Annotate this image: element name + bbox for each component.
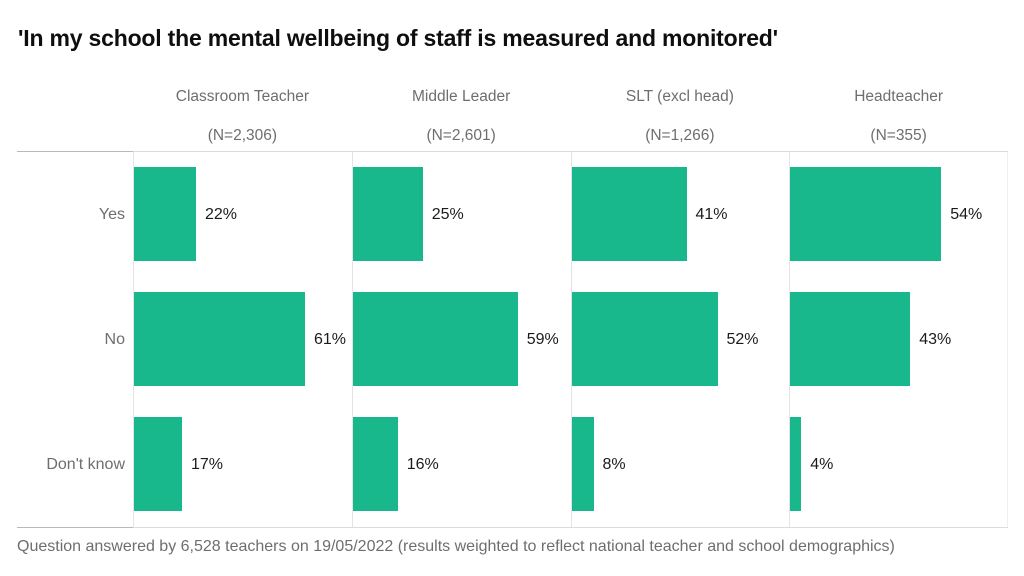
value-label: 43% <box>919 330 952 348</box>
bar <box>790 292 911 386</box>
value-label: 25% <box>431 205 464 223</box>
bar <box>134 167 196 261</box>
group-sample-size: (N=2,306) <box>207 127 278 144</box>
bar <box>352 167 423 261</box>
group-sample-size: (N=355) <box>870 127 927 144</box>
panel-cell: 61% <box>133 277 352 402</box>
panel-cell: 25% <box>351 152 571 277</box>
panel-cell: 16% <box>351 402 571 527</box>
group-headers: Classroom Teacher (N=2,306) Middle Leader (… <box>133 88 1008 145</box>
panel-cell: 52% <box>570 277 790 402</box>
group-header: Middle Leader (N=2,601) <box>352 88 571 145</box>
value-label: 54% <box>950 205 983 223</box>
bar <box>352 292 518 386</box>
value-label: 41% <box>695 205 728 223</box>
group-header: Classroom Teacher (N=2,306) <box>133 88 352 145</box>
group-header: SLT (excl head) (N=1,266) <box>571 88 790 145</box>
value-label: 59% <box>526 330 559 348</box>
chart-row: No 61% 59% 52% 43% <box>17 277 1008 402</box>
panel-cell: 54% <box>789 152 1008 277</box>
row-label: No <box>104 330 125 348</box>
group-header: Headteacher (N=355) <box>789 88 1008 145</box>
panel-cell: 59% <box>351 277 571 402</box>
value-label: 16% <box>406 455 439 473</box>
footnote: Question answered by 6,528 teachers on 1… <box>17 538 895 555</box>
bar <box>134 292 305 386</box>
bar <box>134 417 182 511</box>
bar <box>571 292 718 386</box>
plot-area: Yes 22% 25% 41% 54% No 61% 59% 52% 43% Don't know 1… <box>17 151 1008 528</box>
group-sample-size: (N=2,601) <box>426 127 496 144</box>
bar <box>571 417 594 511</box>
panel-cell: 41% <box>570 152 790 277</box>
chart-title: 'In my school the mental wellbeing of st… <box>18 25 778 51</box>
value-label: 4% <box>810 455 834 473</box>
bar <box>571 167 687 261</box>
group-label: Headteacher <box>854 88 943 105</box>
chart-row: Don't know 17% 16% 8% 4% <box>17 402 1008 527</box>
panel-cell: 8% <box>570 402 790 527</box>
value-label: 17% <box>191 455 224 473</box>
panel-cell: 22% <box>133 152 352 277</box>
value-label: 22% <box>205 205 238 223</box>
value-label: 52% <box>726 330 759 348</box>
bar <box>790 167 942 261</box>
panel-cell: 17% <box>133 402 352 527</box>
panel-cell: 43% <box>789 277 1008 402</box>
group-label: Middle Leader <box>412 88 511 105</box>
group-label: Classroom Teacher <box>175 88 309 105</box>
row-label: Yes <box>98 205 125 223</box>
value-label: 8% <box>602 455 626 473</box>
row-label: Don't know <box>46 455 125 473</box>
panel-cell: 4% <box>789 402 1008 527</box>
value-label: 61% <box>314 330 347 348</box>
bar <box>790 417 802 511</box>
bar <box>352 417 398 511</box>
group-sample-size: (N=1,266) <box>645 127 715 144</box>
chart-row: Yes 22% 25% 41% 54% <box>17 152 1008 277</box>
group-label: SLT (excl head) <box>625 88 734 105</box>
